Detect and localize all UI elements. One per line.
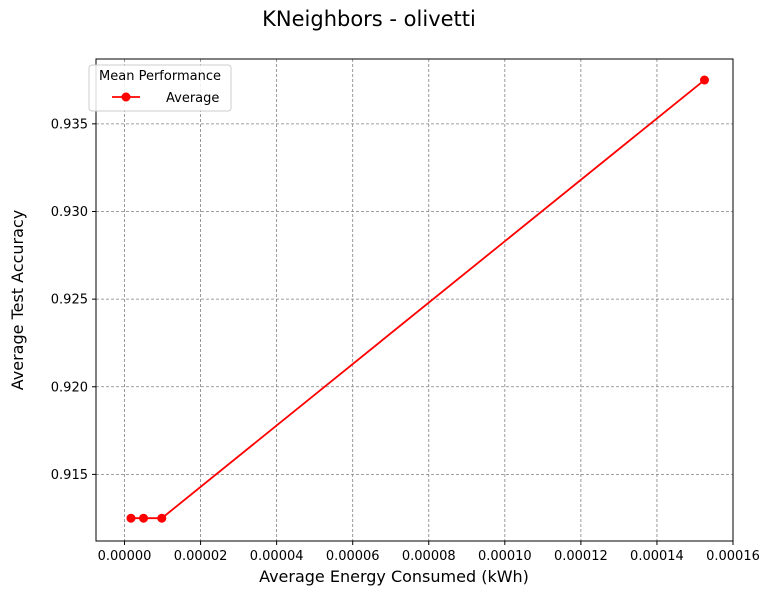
x-tick-label: 0.00004 xyxy=(250,549,304,564)
data-point xyxy=(699,75,709,85)
y-tick-label: 0.920 xyxy=(51,380,88,395)
y-tick-label: 0.925 xyxy=(51,293,88,308)
x-tick-label: 0.00016 xyxy=(706,549,760,564)
grid xyxy=(96,59,734,541)
data-point xyxy=(139,513,149,523)
x-tick-label: 0.00010 xyxy=(478,549,532,564)
legend-title: Mean Performance xyxy=(99,69,221,84)
x-axis-ticks: 0.00000 0.00002 0.00004 0.00006 0.00008 0.000… xyxy=(98,541,760,564)
data-point xyxy=(126,513,136,523)
x-axis-label: Average Energy Consumed (kWh) xyxy=(259,567,529,586)
legend: Mean Performance Average xyxy=(88,64,232,112)
y-tick-label: 0.915 xyxy=(51,468,88,483)
x-tick-label: 0.00008 xyxy=(402,549,456,564)
x-tick-label: 0.00014 xyxy=(630,549,684,564)
plot-frame xyxy=(95,58,734,542)
legend-entry-average: Average xyxy=(166,91,219,106)
y-tick-label: 0.935 xyxy=(51,117,88,132)
x-tick-label: 0.00012 xyxy=(554,549,608,564)
x-tick-label: 0.00006 xyxy=(326,549,380,564)
y-axis-ticks: 0.915 0.920 0.925 0.930 0.935 xyxy=(51,117,96,483)
x-tick-label: 0.00002 xyxy=(174,549,228,564)
legend-swatch-marker xyxy=(121,92,131,102)
series-line-average xyxy=(130,79,706,520)
data-point xyxy=(157,513,167,523)
chart-title: KNeighbors - olivetti xyxy=(262,7,476,31)
x-tick-label: 0.00000 xyxy=(98,549,152,564)
series-layer xyxy=(126,75,709,523)
y-tick-label: 0.930 xyxy=(51,205,88,220)
y-axis-label: Average Test Accuracy xyxy=(8,210,27,390)
